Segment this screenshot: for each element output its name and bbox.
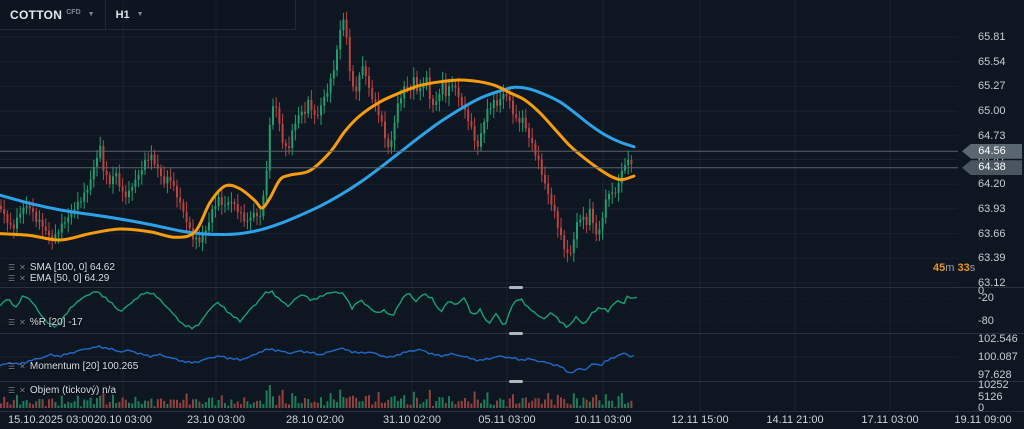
indicator-label-ema: EMA [50, 0] 64.29 — [29, 273, 110, 284]
price-axis[interactable]: 65.81 65.54 65.27 65.00 64.73 64.47 64.20 63.93… — [958, 0, 1024, 429]
countdown-seconds: 33 — [957, 262, 970, 274]
candle-countdown: 45m 33s — [933, 262, 975, 274]
price-tick-label: 63.12 — [978, 277, 1006, 289]
chevron-down-icon: ▼ — [87, 11, 95, 18]
gridlines — [0, 0, 958, 411]
indicator-row-percent-r: ☰ ✕ %R [20] -17 — [8, 317, 83, 328]
indicator-settings-icon[interactable]: ☰ — [8, 274, 16, 283]
percent-r-tick-label: -20 — [978, 292, 994, 305]
price-tick-label: 64.73 — [978, 129, 1006, 142]
timeframe-dropdown[interactable]: H1 ▼ — [106, 0, 154, 29]
momentum-tick-label: 100.087 — [978, 351, 1018, 363]
percent-r-tick-label: 0 — [978, 284, 985, 297]
ema-line — [0, 78, 636, 242]
time-tick-label: 10.11 03:00 — [574, 414, 632, 426]
indicator-settings-icon[interactable]: ☰ — [8, 386, 16, 395]
price-tick-label: 65.00 — [978, 105, 1006, 118]
volume-bars — [0, 385, 633, 408]
timeframe-label: H1 — [115, 8, 130, 21]
chart-toolbar: COTTON CFD ▼ H1 ▼ — [0, 0, 296, 30]
volume-tick-label: 10252 — [978, 379, 1009, 391]
indicator-label-volume: Objem (tickový) n/a — [29, 385, 117, 396]
price-tick-label: 65.81 — [978, 31, 1006, 43]
price-tick-label: 63.66 — [978, 227, 1006, 240]
price-tick-label: 63.39 — [978, 252, 1006, 265]
indicator-remove-icon[interactable]: ✕ — [19, 263, 26, 272]
pane-separator[interactable] — [0, 411, 1024, 412]
indicator-settings-icon[interactable]: ☰ — [8, 362, 16, 371]
indicator-remove-icon[interactable]: ✕ — [19, 362, 26, 371]
momentum-tick-label: 102.546 — [978, 333, 1018, 345]
time-axis[interactable]: 15.10.2025 03:00 20.10 03:00 23.10 03:00 28… — [0, 411, 1024, 429]
time-tick-label: 28.10 02:00 — [285, 414, 345, 426]
pane-resize-handle[interactable] — [509, 380, 523, 383]
countdown-seconds-unit: s — [969, 262, 976, 274]
price-tag: 64.56 — [962, 143, 1022, 159]
chart-plot-area[interactable] — [0, 0, 958, 411]
pane-resize-handle[interactable] — [509, 332, 523, 335]
time-tick-label: 23.10 03:00 — [186, 414, 246, 426]
volume-tick-label: 0 — [978, 402, 985, 414]
indicator-row-volume: ☰ ✕ Objem (tickový) n/a — [8, 385, 116, 396]
volume-tick-label: 5126 — [978, 390, 1003, 403]
indicator-remove-icon[interactable]: ✕ — [19, 274, 26, 283]
time-tick-label: 14.11 21:00 — [766, 414, 824, 426]
time-tick-label: 19.11 09:00 — [954, 414, 1012, 426]
indicator-remove-icon[interactable]: ✕ — [19, 318, 26, 327]
percent-r-line — [0, 290, 637, 330]
indicator-settings-icon[interactable]: ☰ — [8, 263, 16, 272]
price-tag: 64.38 — [962, 160, 1022, 176]
indicator-label-sma: SMA [100, 0] 64.62 — [29, 262, 115, 273]
symbol-dropdown[interactable]: COTTON CFD ▼ — [0, 0, 105, 29]
indicator-label-momentum: Momentum [20] 100.265 — [29, 361, 139, 372]
candlestick-series — [0, 11, 633, 263]
pane-resize-handle[interactable] — [509, 286, 523, 289]
indicator-label-percent-r: %R [20] -17 — [29, 317, 83, 328]
time-tick-label: 20.10 03:00 — [93, 414, 153, 426]
time-tick-label: 17.11 03:00 — [861, 414, 919, 426]
time-tick-label: 12.11 15:00 — [671, 414, 729, 426]
momentum-line — [0, 345, 634, 374]
countdown-minutes: 45 — [933, 262, 946, 274]
indicator-row-sma: ☰ ✕ SMA [100, 0] 64.62 — [8, 262, 115, 273]
sma-line — [0, 85, 636, 237]
price-tick-label: 65.27 — [978, 80, 1006, 93]
indicator-settings-icon[interactable]: ☰ — [8, 318, 16, 327]
time-tick-label: 05.11 03:00 — [478, 414, 536, 426]
momentum-tick-label: 97.628 — [978, 368, 1012, 381]
toolbar-divider — [104, 0, 106, 29]
symbol-name: COTTON — [10, 7, 63, 22]
price-tick-label: 63.93 — [978, 202, 1006, 215]
chevron-down-icon: ▼ — [136, 11, 144, 18]
percent-r-tick-label: -80 — [978, 315, 994, 328]
time-tick-label: 15.10.2025 03:00 — [8, 414, 94, 426]
price-tick-label: 64.20 — [978, 178, 1006, 191]
indicator-row-momentum: ☰ ✕ Momentum [20] 100.265 — [8, 361, 138, 372]
indicator-remove-icon[interactable]: ✕ — [19, 386, 26, 395]
price-tick-label: 65.54 — [978, 55, 1006, 68]
countdown-minutes-unit: m — [945, 262, 955, 274]
time-tick-label: 31.10 02:00 — [382, 414, 442, 426]
indicator-row-ema: ☰ ✕ EMA [50, 0] 64.29 — [8, 273, 109, 284]
symbol-type-badge: CFD — [66, 8, 81, 16]
